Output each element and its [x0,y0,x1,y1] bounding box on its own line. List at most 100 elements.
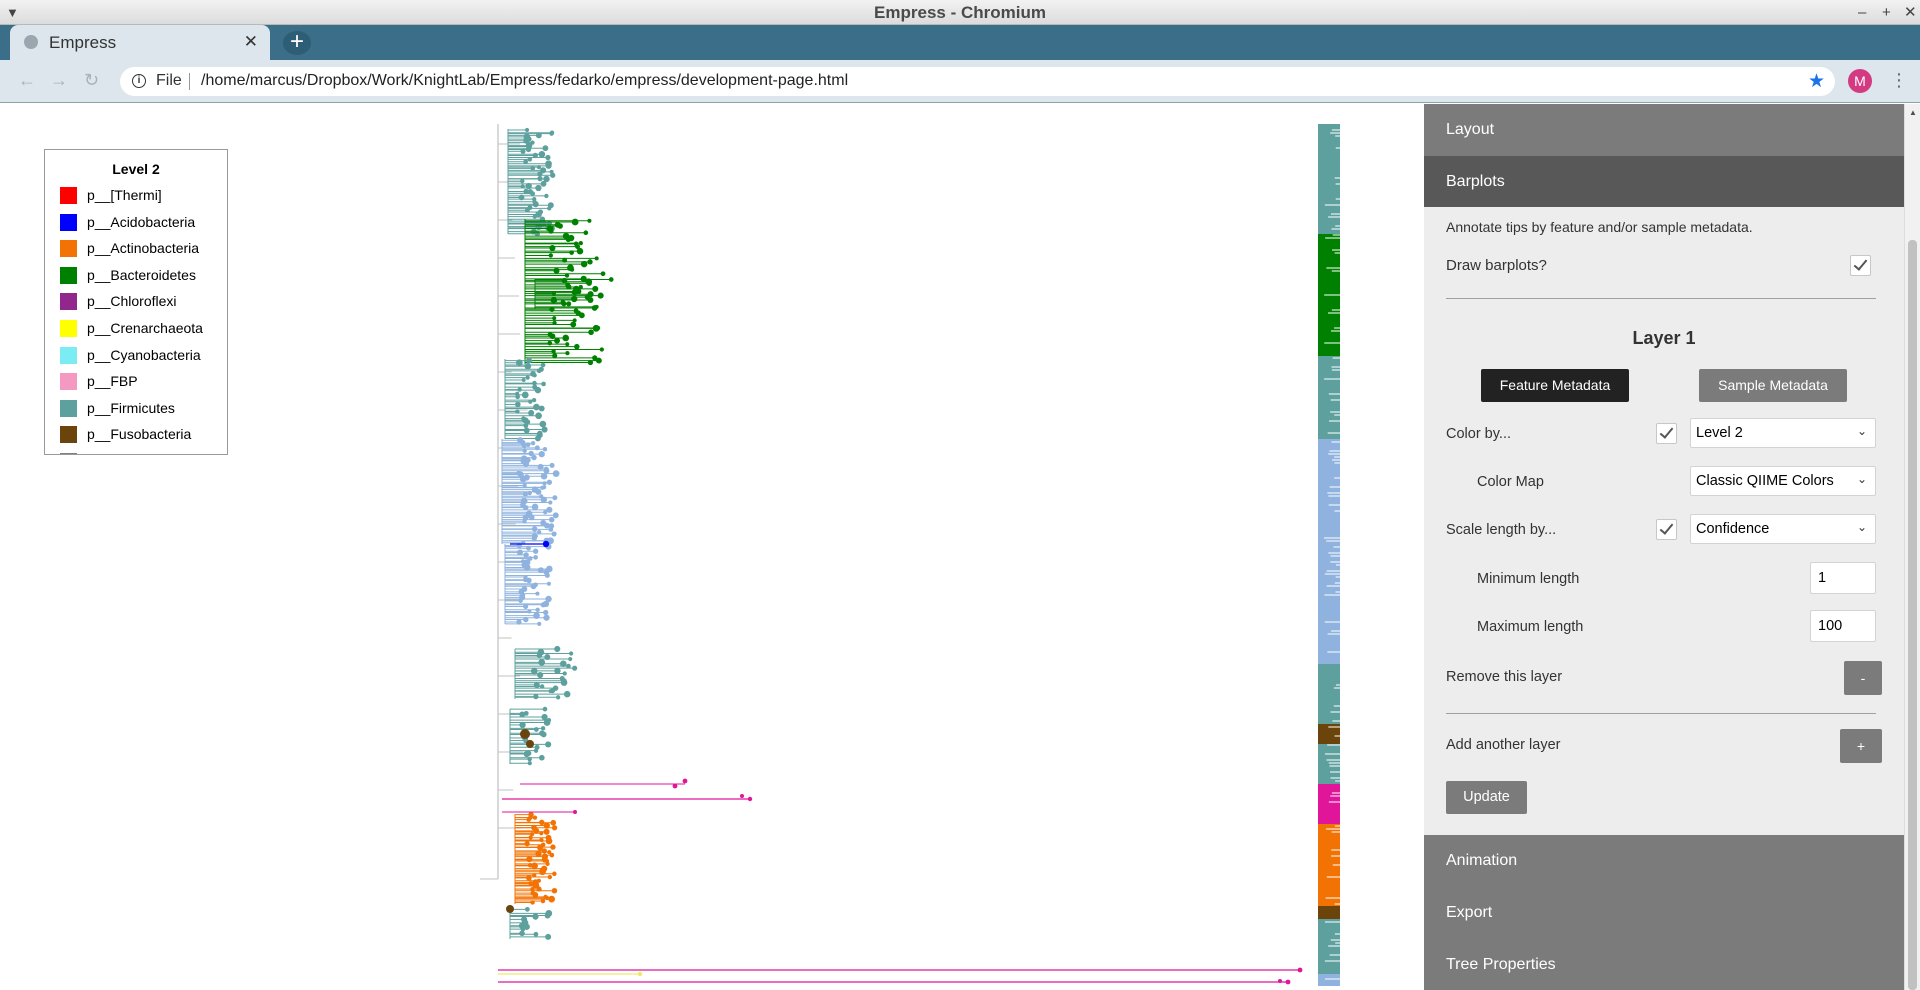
barplots-panel: Annotate tips by feature and/or sample m… [1424,207,1904,835]
phylogenetic-tree[interactable] [480,124,1350,990]
url-text[interactable]: /home/marcus/Dropbox/Work/KnightLab/Empr… [201,72,849,89]
color-by-select[interactable]: Level 2 ⌄ [1690,418,1876,448]
check-icon [1853,256,1868,271]
legend-title: Level 2 [112,161,160,177]
divider [1446,713,1876,714]
legend-label: p__Acidobacteria [87,213,196,230]
legend-label: p__Firmicutes [87,399,175,416]
minimize-icon[interactable]: – [1858,4,1867,21]
browser-toolbar: ← → ↻ i File /home/marcus/Dropbox/Work/K… [0,60,1920,103]
scroll-up-icon[interactable]: ▲ [1909,108,1917,117]
update-button[interactable]: Update [1446,781,1527,814]
legend-item: p__Fusobacteria [45,422,227,449]
min-length-label: Minimum length [1477,571,1580,587]
max-length-label: Maximum length [1477,619,1584,635]
window-titlebar: ▼ Empress - Chromium – + ✕ [0,0,1920,25]
legend-item: p__Crenarchaeota [45,316,227,343]
scale-length-checkbox[interactable] [1656,519,1677,540]
sample-metadata-button[interactable]: Sample Metadata [1699,369,1847,402]
check-icon [1659,424,1674,439]
color-by-label: Color by... [1446,426,1512,442]
legend-item: p__Cyanobacteria [45,343,227,370]
new-tab-button[interactable]: + [283,30,311,55]
legend-label: p__Crenarchaeota [87,319,203,336]
legend-label: p__[Thermi] [87,187,162,203]
legend-item: p__Firmicutes [45,396,227,423]
close-window-icon[interactable]: ✕ [1904,4,1917,21]
color-by-value: Level 2 [1696,425,1743,441]
tab-strip: Empress ✕ + [0,25,1920,60]
divider [1446,298,1876,299]
maximize-icon[interactable]: + [1882,4,1891,21]
add-layer-label: Add another layer [1446,737,1561,753]
legend-label: p__FBP [87,373,138,390]
back-icon[interactable]: ← [18,70,36,90]
add-layer-button[interactable]: + [1840,729,1882,763]
section-export[interactable]: Export [1424,887,1904,939]
legend-swatch [60,373,77,391]
address-bar[interactable]: i File /home/marcus/Dropbox/Work/KnightL… [120,67,1835,96]
legend-swatch [60,399,77,417]
draw-barplots-label: Draw barplots? [1446,257,1547,274]
legend-label: p__Actinobacteria [87,240,200,257]
section-layout[interactable]: Layout [1424,104,1904,156]
page-content: Level 2 p__[Thermi] p__Acidobacteria p__Ac… [0,104,1920,990]
tab-title: Empress [49,33,117,52]
legend-swatch [60,319,77,337]
legend-item: p__FBP [45,369,227,396]
chevron-down-icon: ⌄ [1856,520,1867,534]
legend-item: p__Acidobacteria [45,210,227,237]
legend-swatch [60,213,77,231]
legend-item: p__[Thermi] [45,183,227,210]
check-icon [1659,520,1674,535]
panel-scrollbar[interactable]: ▲ [1904,104,1920,990]
browser-menu-icon[interactable]: ⋮ [1890,70,1908,90]
legend-item: p__Chloroflexi [45,289,227,316]
scrollbar-thumb[interactable] [1908,240,1917,990]
legend-swatch [60,452,77,454]
color-map-value: Classic QIIME Colors [1696,473,1834,489]
info-icon[interactable]: i [132,74,146,88]
omnibox-scheme: File [156,72,182,89]
legend-swatch [60,240,77,258]
omnibox-separator [189,73,190,90]
legend-label: p__Chloroflexi [87,293,177,310]
feature-metadata-button[interactable]: Feature Metadata [1481,369,1629,402]
side-panel: Layout Barplots Annotate tips by feature… [1424,104,1904,990]
scale-length-label: Scale length by... [1446,522,1557,538]
close-tab-icon[interactable]: ✕ [243,32,258,51]
browser-tab[interactable]: Empress ✕ [10,25,270,60]
legend-label: p__Bacteroidetes [87,266,196,283]
legend: Level 2 p__[Thermi] p__Acidobacteria p__Ac… [44,149,228,455]
color-map-label: Color Map [1477,474,1544,490]
legend-swatch [60,266,77,284]
window-title: Empress - Chromium [874,3,1046,22]
chevron-down-icon: ⌄ [1856,472,1867,486]
legend-item: p__Bacteroidetes [45,263,227,290]
forward-icon[interactable]: → [50,70,68,90]
legend-swatch [60,346,77,364]
color-map-select[interactable]: Classic QIIME Colors ⌄ [1690,466,1876,496]
profile-avatar[interactable]: M [1848,69,1872,93]
legend-items: p__[Thermi] p__Acidobacteria p__Actinobact… [45,183,227,454]
section-barplots[interactable]: Barplots [1424,156,1904,208]
legend-swatch [60,426,77,444]
barplots-description: Annotate tips by feature and/or sample m… [1446,219,1753,235]
globe-icon [24,35,38,49]
section-animation[interactable]: Animation [1424,835,1904,887]
reload-icon[interactable]: ↻ [84,70,100,90]
remove-layer-label: Remove this layer [1446,669,1563,685]
window-menu-icon[interactable]: ▼ [6,5,19,20]
scale-length-select[interactable]: Confidence ⌄ [1690,514,1876,544]
legend-label: p__Cyanobacteria [87,346,201,363]
bookmark-star-icon[interactable]: ★ [1807,71,1825,92]
section-tree-properties[interactable]: Tree Properties [1424,939,1904,990]
scale-length-value: Confidence [1696,521,1770,537]
max-length-input[interactable]: 100 [1810,610,1876,642]
remove-layer-button[interactable]: - [1844,661,1882,695]
min-length-input[interactable]: 1 [1810,562,1876,594]
draw-barplots-checkbox[interactable] [1850,255,1871,276]
chevron-down-icon: ⌄ [1856,424,1867,438]
legend-swatch [60,187,77,204]
color-by-checkbox[interactable] [1656,423,1677,444]
